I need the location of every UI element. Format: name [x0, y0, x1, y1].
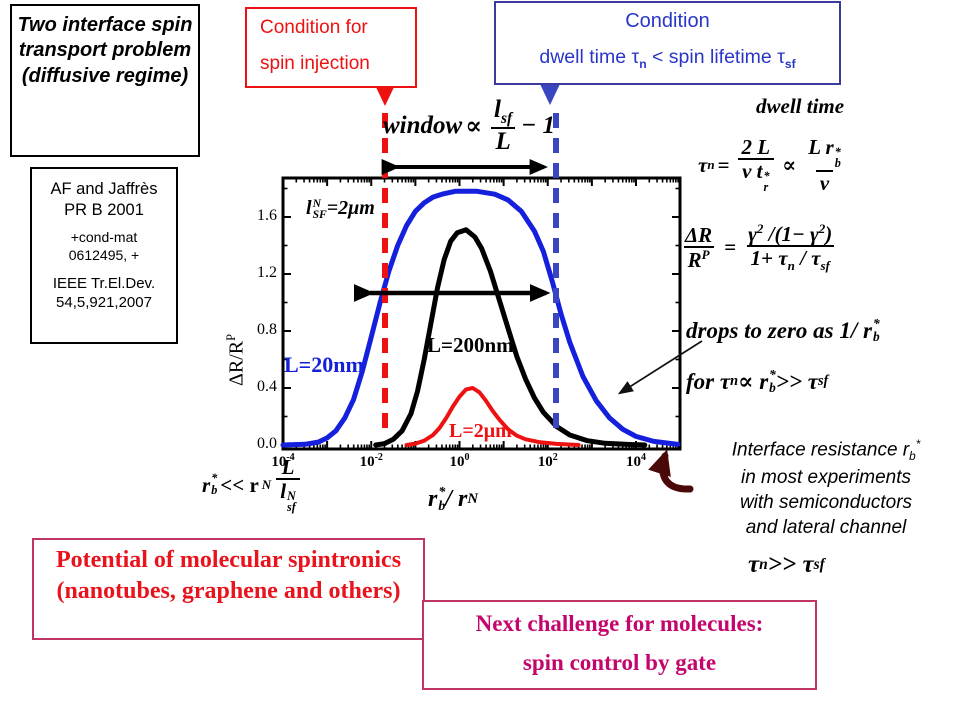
- interface-resistance-curved-arrow: [648, 449, 694, 493]
- curve-blue: [280, 188, 681, 448]
- citation-line: 0612495, +: [68, 247, 140, 264]
- condition-dwell-title: Condition: [625, 10, 710, 32]
- y-tick-label: 0.0: [257, 435, 277, 452]
- annotation-layer: [353, 83, 703, 493]
- y-tick-label: 0.4: [257, 378, 277, 395]
- potential-molecular-spintronics-box: Potential of molecular spintronics (nano…: [32, 538, 425, 640]
- curve-red: [404, 386, 581, 447]
- x-tick-label: 10-2: [359, 452, 383, 470]
- condition-injection-line1: Condition for: [260, 17, 368, 38]
- plot-layer: [280, 176, 682, 451]
- drops-to-zero-arrow: [617, 340, 703, 395]
- curve-label-L20nm: L=20nm: [284, 352, 364, 377]
- window-formula: window ∝ lsf L − 1: [383, 96, 556, 156]
- condition-dwell-line: dwell time τn < spin lifetime τsf: [539, 46, 796, 71]
- citation-line: AF and Jaffrès: [50, 180, 158, 198]
- curve-label-L200nm: L=200nm: [427, 333, 514, 357]
- chart-frame: [281, 176, 682, 451]
- citation-box: AF and Jaffrès PR B 2001 +cond-mat 06124…: [30, 167, 178, 344]
- lsf-annotation: l N SF =2μm: [306, 196, 375, 221]
- y-tick-label: 0.8: [257, 321, 277, 338]
- y-axis-label: ΔR/RP: [224, 334, 248, 387]
- citation-line: IEEE Tr.El.Dev.: [52, 274, 156, 292]
- x-tick-label: 104: [626, 452, 646, 470]
- dwell-time-heading: dwell time: [756, 94, 845, 118]
- condition-dwell-box: Condition dwell time τn < spin lifetime …: [494, 1, 841, 85]
- x-tick-label: 100: [449, 452, 470, 470]
- y-tick-label: 1.6: [257, 207, 277, 224]
- interface-resistance-note: Interface resistance rb* in most experim…: [731, 438, 921, 539]
- citation-line: +cond-mat: [70, 229, 138, 246]
- delta-r-equation: ΔR RP = γ2 /(1− γ2) 1+ τn / τsf: [683, 221, 834, 274]
- y-tick-label: 1.2: [257, 264, 277, 281]
- x-tick-label: 10-4: [271, 452, 295, 470]
- title-box: Two interface spin transport problem (di…: [10, 4, 200, 157]
- condition-injection-box: Condition for spin injection: [245, 7, 417, 88]
- condition-injection-line2: spin injection: [260, 53, 370, 74]
- drops-to-zero-note: drops to zero as 1/ r * b: [686, 316, 880, 344]
- citation-line: 54,5,921,2007: [56, 294, 152, 312]
- title-text: Two interface spin transport problem (di…: [17, 14, 193, 87]
- x-tick-label: 102: [537, 452, 558, 470]
- curve-label-L2um: L=2μm: [449, 420, 512, 442]
- citation-line: PR B 2001: [64, 201, 144, 220]
- curve-black: [373, 227, 648, 448]
- next-challenge-box: Next challenge for molecules: spin contr…: [422, 600, 817, 690]
